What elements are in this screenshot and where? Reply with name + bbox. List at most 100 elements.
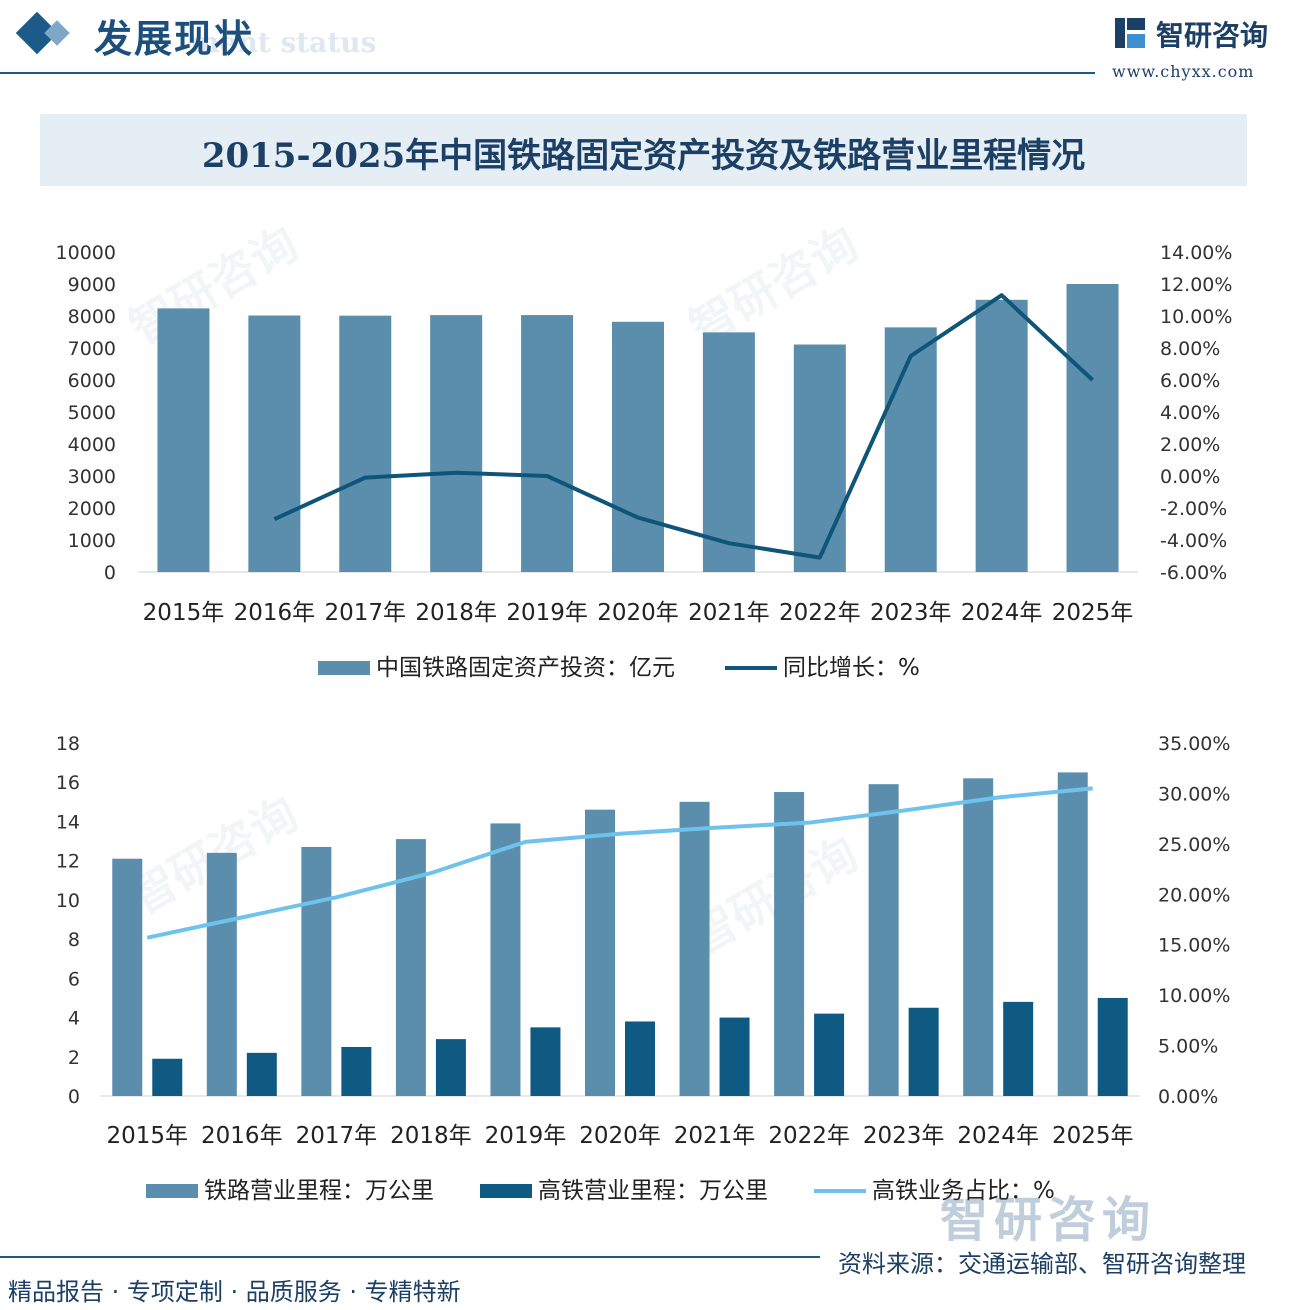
y-right-tick-label: -2.00% — [1160, 498, 1227, 520]
x-category-label: 2025年 — [1052, 1123, 1134, 1149]
y-right-tick-label: 12.00% — [1160, 274, 1232, 296]
x-category-label: 2021年 — [688, 600, 770, 626]
x-category-label: 2023年 — [870, 600, 952, 626]
bar-secondary — [341, 1046, 372, 1096]
bar-secondary — [625, 1021, 655, 1096]
bar-secondary — [246, 1052, 277, 1096]
bar-primary — [884, 327, 937, 572]
bar-primary — [206, 852, 237, 1096]
y-left-tick-label: 8 — [68, 929, 80, 951]
legend-swatch-bar — [146, 1184, 198, 1198]
header-subtitle-watermark: ment status — [190, 26, 377, 59]
x-category-label: 2017年 — [296, 1123, 378, 1149]
y-right-tick-label: 14.00% — [1160, 242, 1232, 264]
bar-secondary — [908, 1007, 939, 1096]
y-left-tick-label: 5000 — [68, 402, 116, 424]
bar-secondary — [530, 1027, 561, 1096]
x-category-label: 2019年 — [506, 600, 588, 626]
x-category-label: 2020年 — [597, 600, 679, 626]
brand-logo-icon — [1115, 18, 1145, 48]
y-right-tick-label: 30.00% — [1158, 783, 1230, 805]
y-right-tick-label: 8.00% — [1160, 338, 1220, 360]
legend-swatch-bar — [318, 661, 370, 675]
y-right-tick-label: -4.00% — [1160, 530, 1227, 552]
x-category-label: 2015年 — [143, 600, 225, 626]
y-left-tick-label: 4000 — [68, 434, 116, 456]
bar-primary — [975, 299, 1028, 572]
y-left-tick-label: 7000 — [68, 338, 116, 360]
y-left-tick-label: 0 — [68, 1086, 80, 1108]
mileage-chart: 0 2 4 6 8 10 12 14 16 18 0.00% 5.00% 10.00% 15.00% 20.… — [56, 733, 1231, 1204]
y-right-tick-label: 35.00% — [1158, 733, 1230, 755]
bar-primary — [774, 792, 805, 1096]
legend-label: 高铁营业里程：万公里 — [538, 1178, 768, 1204]
y-right-tick-label: 10.00% — [1160, 306, 1232, 328]
x-category-label: 2022年 — [779, 600, 861, 626]
series-line — [273, 293, 1094, 560]
bar-primary — [1066, 284, 1119, 572]
x-category-label: 2024年 — [961, 600, 1043, 626]
footer-slogan: 精品报告 · 专项定制 · 品质服务 · 专精特新 — [8, 1278, 461, 1306]
data-source: 资料来源：交通运输部、智研咨询整理 — [838, 1250, 1246, 1278]
bar-primary — [702, 332, 755, 572]
y-right-tick-label: 5.00% — [1158, 1036, 1218, 1058]
brand-name: 智研咨询 — [1156, 19, 1269, 52]
y-right-tick-label: 20.00% — [1158, 884, 1230, 906]
x-category-label: 2017年 — [324, 600, 406, 626]
x-category-label: 2019年 — [485, 1123, 567, 1149]
bar-secondary — [1097, 997, 1128, 1096]
y-left-tick-label: 18 — [56, 733, 80, 755]
brand-watermark-bottom: 智研咨询 — [940, 1192, 1157, 1248]
y-right-tick-label: 0.00% — [1160, 466, 1220, 488]
section-title: 发展现状 — [94, 16, 255, 61]
y-left-tick-label: 16 — [56, 772, 80, 794]
legend-label: 同比增长：% — [783, 655, 920, 681]
bar-primary — [248, 315, 301, 572]
bar-primary — [157, 308, 210, 572]
y-left-tick-label: 10 — [56, 890, 80, 912]
bar-primary — [521, 315, 574, 572]
y-left-tick-label: 4 — [68, 1008, 80, 1030]
x-category-label: 2025年 — [1052, 600, 1134, 626]
legend-swatch-bar — [480, 1184, 532, 1198]
legend-label: 铁路营业里程：万公里 — [204, 1178, 434, 1204]
bar-primary — [301, 846, 332, 1096]
x-category-label: 2016年 — [234, 600, 316, 626]
bar-secondary — [719, 1017, 750, 1096]
y-right-tick-label: 10.00% — [1158, 985, 1230, 1007]
bar-primary — [339, 315, 392, 572]
x-category-label: 2022年 — [768, 1123, 850, 1149]
x-category-label: 2023年 — [863, 1123, 945, 1149]
y-left-tick-label: 2000 — [68, 498, 116, 520]
bar-secondary — [1003, 1001, 1034, 1096]
y-left-tick-label: 8000 — [68, 306, 116, 328]
y-left-tick-label: 10000 — [56, 242, 116, 264]
y-right-tick-label: -6.00% — [1160, 562, 1227, 584]
x-category-label: 2015年 — [106, 1123, 188, 1149]
page-header: ment status 发展现状 智研咨询 www.chyxx.com — [0, 0, 1300, 81]
x-category-label: 2018年 — [415, 600, 497, 626]
chart-title-box: 2015-2025年中国铁路固定资产投资及铁路营业里程情况 — [40, 114, 1247, 186]
y-left-tick-label: 6000 — [68, 370, 116, 392]
bar-primary — [793, 344, 846, 572]
bar-primary — [585, 809, 615, 1096]
chart-title: 2015-2025年中国铁路固定资产投资及铁路营业里程情况 — [201, 136, 1086, 176]
series-line — [146, 786, 1093, 940]
y-right-tick-label: 2.00% — [1160, 434, 1220, 456]
y-right-tick-label: 0.00% — [1158, 1086, 1218, 1108]
y-left-tick-label: 12 — [56, 851, 80, 873]
bar-secondary — [435, 1039, 466, 1096]
bar-primary — [490, 823, 521, 1096]
y-left-tick-label: 6 — [68, 968, 80, 990]
y-left-tick-label: 1000 — [68, 530, 116, 552]
bar-primary — [963, 778, 994, 1096]
y-left-tick-label: 2 — [68, 1047, 80, 1069]
bar-primary — [868, 784, 899, 1096]
y-left-tick-label: 9000 — [68, 274, 116, 296]
legend-label: 中国铁路固定资产投资：亿元 — [376, 655, 675, 681]
y-left-tick-label: 0 — [104, 562, 116, 584]
bar-primary — [612, 321, 664, 572]
y-right-tick-label: 25.00% — [1158, 834, 1230, 856]
x-category-label: 2020年 — [579, 1123, 661, 1149]
y-right-tick-label: 6.00% — [1160, 370, 1220, 392]
